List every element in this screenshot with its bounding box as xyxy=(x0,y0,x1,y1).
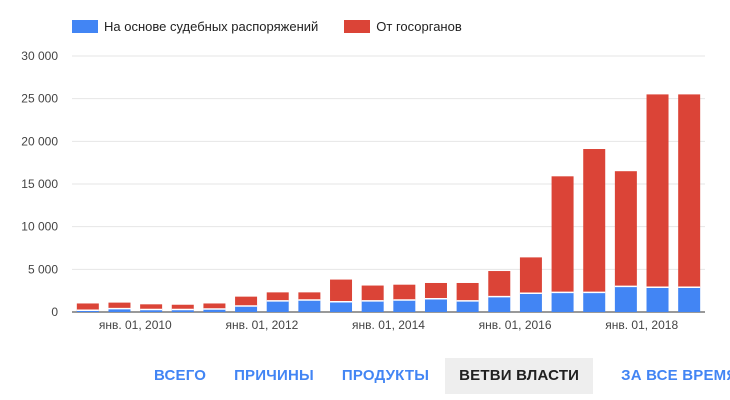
stacked-bar-chart: 0 5 000 10 000 15 000 20 000 25 000 30 000 янв… xyxy=(21,49,705,332)
time-range-dropdown[interactable]: ЗА ВСЕ ВРЕМЯ xyxy=(607,358,730,394)
bar-court-segment xyxy=(646,287,669,312)
y-tick-label: 0 xyxy=(51,305,58,319)
tab-reasons[interactable]: ПРИЧИНЫ xyxy=(234,367,314,384)
bar-court-segment xyxy=(614,286,637,312)
chart-legend: На основе судебных распоряжений От госор… xyxy=(72,19,488,34)
x-tick-label: янв. 01, 2012 xyxy=(225,318,298,332)
bar-government-segment xyxy=(519,257,542,294)
bar-government-segment xyxy=(424,282,447,299)
y-tick-label: 5 000 xyxy=(28,262,58,276)
bar-court-segment xyxy=(298,300,321,312)
bar-government-segment xyxy=(456,282,479,301)
bar-government-segment xyxy=(171,304,194,310)
bar-court-segment xyxy=(551,292,574,312)
view-tabs: ВСЕГО ПРИЧИНЫ ПРОДУКТЫ ВЕТВИ ВЛАСТИ ЗА В… xyxy=(140,358,730,394)
tab-all[interactable]: ВСЕГО xyxy=(154,367,207,384)
legend-item-court: На основе судебных распоряжений xyxy=(72,19,318,34)
x-axis: янв. 01, 2010 янв. 01, 2012 янв. 01, 2014 я… xyxy=(99,318,679,332)
bar-court-segment xyxy=(266,300,289,312)
legend-swatch-court xyxy=(72,20,98,33)
bar-court-segment xyxy=(519,293,542,312)
bar-government-segment xyxy=(488,271,511,297)
bar-government-segment xyxy=(551,176,574,293)
y-tick-label: 15 000 xyxy=(21,177,58,191)
tab-government-branches[interactable]: ВЕТВИ ВЛАСТИ xyxy=(445,358,594,394)
x-tick-label: янв. 01, 2010 xyxy=(99,318,172,332)
bar-court-segment xyxy=(583,292,606,312)
bar-government-segment xyxy=(235,296,258,307)
time-range-label: ЗА ВСЕ ВРЕМЯ xyxy=(621,367,730,384)
y-tick-label: 10 000 xyxy=(21,220,58,234)
bar-government-segment xyxy=(393,284,416,301)
legend-label-court: На основе судебных распоряжений xyxy=(104,19,319,34)
bar-government-segment xyxy=(646,94,669,288)
legend-label-government: От госорганов xyxy=(376,19,462,34)
bar-government-segment xyxy=(203,303,226,310)
bar-government-segment xyxy=(614,171,637,287)
bar-government-segment xyxy=(361,285,384,301)
bar-court-segment xyxy=(361,300,384,312)
x-tick-label: янв. 01, 2018 xyxy=(605,318,678,332)
bar-court-segment xyxy=(171,309,194,312)
y-axis: 0 5 000 10 000 15 000 20 000 25 000 30 000 xyxy=(21,49,58,319)
bar-government-segment xyxy=(76,303,99,311)
x-tick-label: янв. 01, 2016 xyxy=(479,318,552,332)
bar-court-segment xyxy=(678,287,701,312)
bar-court-segment xyxy=(108,308,131,312)
bar-government-segment xyxy=(108,302,131,309)
bar-court-segment xyxy=(203,309,226,312)
x-tick-label: янв. 01, 2014 xyxy=(352,318,425,332)
bar-court-segment xyxy=(424,298,447,312)
bar-court-segment xyxy=(393,300,416,312)
y-tick-label: 25 000 xyxy=(21,92,58,106)
bar-court-segment xyxy=(456,300,479,312)
bar-court-segment xyxy=(235,306,258,312)
chart-bars xyxy=(76,94,701,312)
bar-government-segment xyxy=(140,304,163,310)
bar-government-segment xyxy=(678,94,701,288)
bar-court-segment xyxy=(76,310,99,312)
bar-government-segment xyxy=(583,149,606,293)
y-tick-label: 30 000 xyxy=(21,49,58,63)
y-tick-label: 20 000 xyxy=(21,134,58,148)
bar-court-segment xyxy=(140,309,163,312)
tab-products[interactable]: ПРОДУКТЫ xyxy=(341,367,430,384)
bar-government-segment xyxy=(330,279,353,302)
legend-item-government: От госорганов xyxy=(344,19,462,34)
legend-swatch-government xyxy=(344,20,371,33)
bar-government-segment xyxy=(266,292,289,301)
bar-court-segment xyxy=(330,301,353,312)
chart-grid xyxy=(72,55,705,313)
bar-government-segment xyxy=(298,292,321,301)
bar-court-segment xyxy=(488,296,511,312)
